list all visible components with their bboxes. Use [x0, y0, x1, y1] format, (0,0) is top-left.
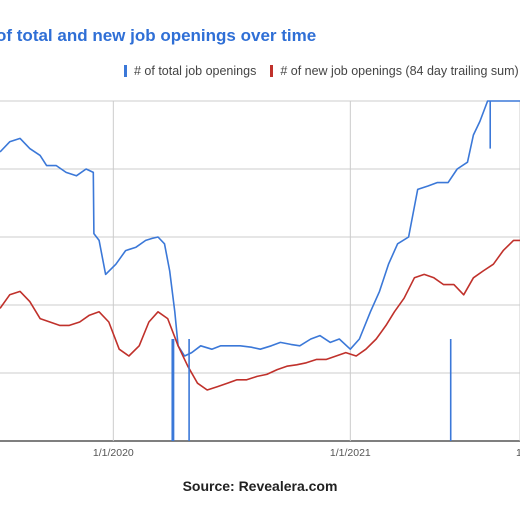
legend-swatch-new [270, 65, 274, 77]
source-caption: Source: Revealera.com [182, 478, 338, 494]
x-tick-label: 1 [516, 447, 520, 459]
legend-label-new: # of new job openings (84 day trailing s… [280, 64, 519, 78]
legend-label-total: # of total job openings [134, 64, 257, 78]
legend-item-new[interactable]: # of new job openings (84 day trailing s… [270, 64, 519, 78]
new-openings-line [0, 239, 520, 391]
x-tick-label: 1/1/2021 [330, 447, 371, 459]
chart-title: of total and new job openings over time [0, 26, 317, 45]
total-openings-line [0, 100, 520, 357]
legend: # of total job openings # of new job ope… [124, 64, 520, 78]
x-tick-label: 1/1/2020 [93, 447, 134, 459]
legend-swatch-total [124, 65, 127, 77]
legend-item-total[interactable]: # of total job openings [124, 64, 256, 78]
